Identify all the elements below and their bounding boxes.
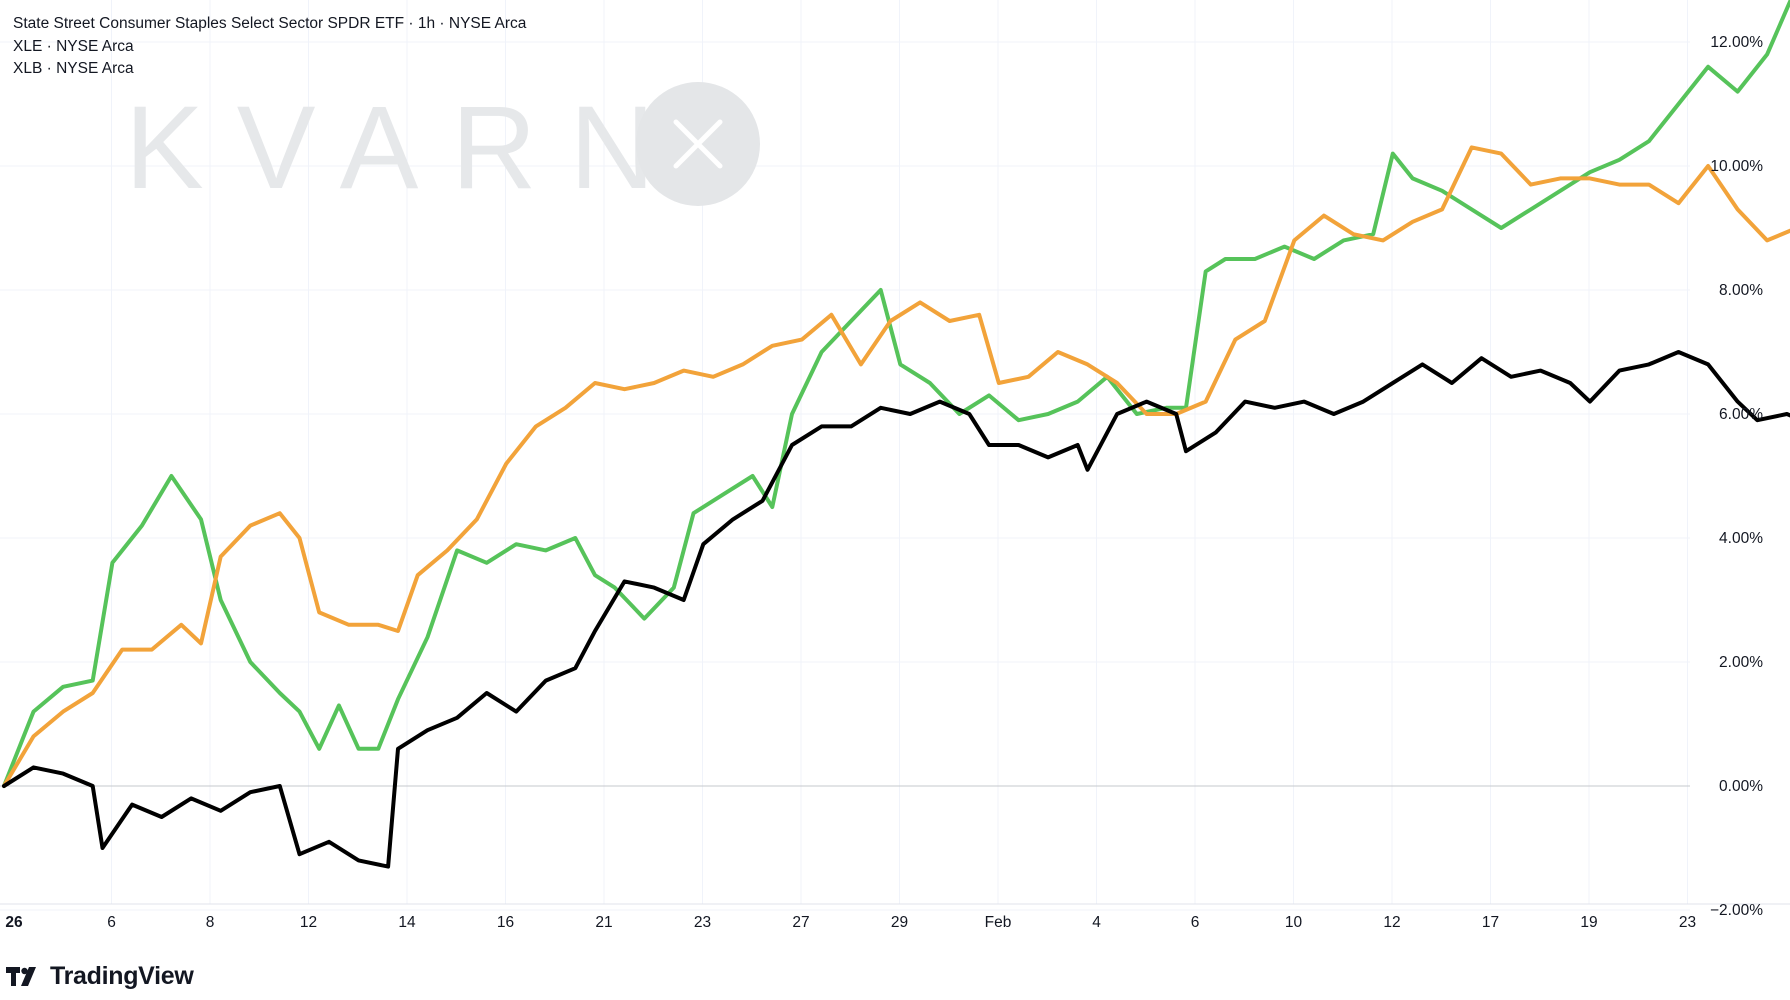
- y-tick-label: −2.00%: [1710, 902, 1763, 919]
- tradingview-logo-icon: [6, 966, 36, 986]
- y-tick-label: 4.00%: [1719, 530, 1763, 547]
- legend-main-symbol[interactable]: State Street Consumer Staples Select Sec…: [13, 15, 527, 32]
- y-tick-label: 10.00%: [1710, 158, 1763, 175]
- x-tick-label: 6: [107, 914, 116, 931]
- y-tick-label: 12.00%: [1710, 34, 1763, 51]
- x-tick-label: 26: [5, 914, 23, 931]
- watermark-x-icon: [636, 82, 760, 206]
- x-axis-labels: 26 6 8 12 14 16 21 23 27 29 Feb 4 6 10 12 17 19 23: [5, 914, 1696, 931]
- x-tick-label: 16: [497, 914, 514, 931]
- y-tick-label: 8.00%: [1719, 282, 1763, 299]
- legend-xle[interactable]: XLE · NYSE Arca: [13, 37, 134, 55]
- x-tick-label: 17: [1482, 914, 1499, 931]
- x-tick-label: 4: [1092, 914, 1101, 931]
- y-axis-labels: 24.00%22.00%20.00%18.00%16.00%14.00%12.0…: [1710, 34, 1763, 919]
- x-tick-label: 19: [1580, 914, 1597, 931]
- tradingview-brand: TradingView: [50, 962, 194, 990]
- x-tick-label: 23: [1679, 914, 1696, 931]
- watermark-text: KVARN: [125, 82, 688, 214]
- x-tick-label: 21: [595, 914, 612, 931]
- y-tick-label: 2.00%: [1719, 654, 1763, 671]
- x-tick-label: 12: [300, 914, 317, 931]
- x-tick-label: 12: [1383, 914, 1400, 931]
- x-tick-label: 6: [1191, 914, 1200, 931]
- series-line-xlb: [2, 145, 1790, 788]
- series-line-xlp: [2, 350, 1790, 869]
- x-tick-label: Feb: [985, 914, 1012, 931]
- horizontal-grid: [0, 41, 1690, 911]
- x-tick-label: 10: [1285, 914, 1303, 931]
- x-tick-label: 27: [792, 914, 809, 931]
- tradingview-logo[interactable]: TradingView: [6, 962, 194, 991]
- legend-xlb[interactable]: XLB · NYSE Arca: [13, 60, 134, 77]
- series-group: [2, 0, 1790, 869]
- y-tick-label: 6.00%: [1719, 406, 1763, 423]
- x-tick-label: 14: [398, 914, 416, 931]
- x-tick-label: 8: [206, 914, 215, 931]
- x-tick-label: 23: [694, 914, 711, 931]
- legend: State Street Consumer Staples Select Sec…: [13, 13, 526, 81]
- y-tick-label: 0.00%: [1719, 778, 1763, 795]
- x-tick-label: 29: [891, 914, 908, 931]
- series-line-xle: [2, 0, 1790, 788]
